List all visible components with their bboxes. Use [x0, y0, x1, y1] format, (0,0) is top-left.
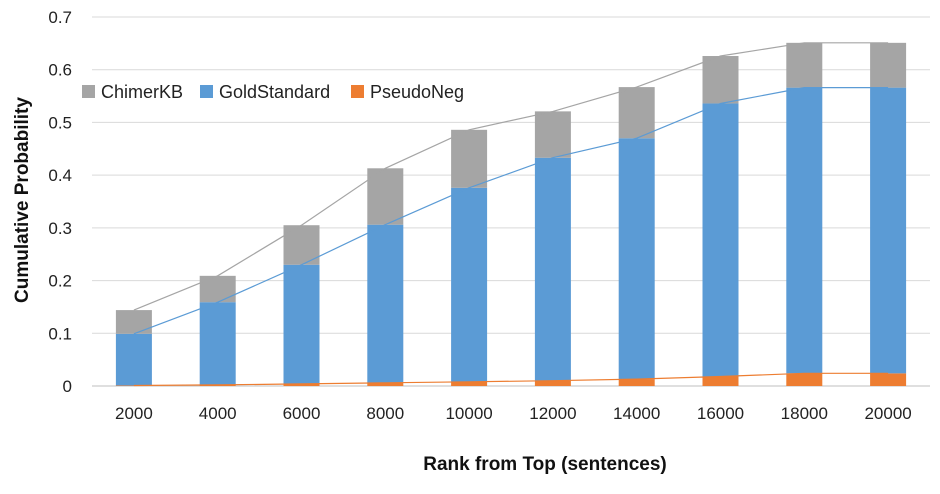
y-tick-label: 0.3: [48, 219, 72, 238]
bar-chimerkb-2000: [115, 310, 152, 334]
bar-pseudoneg-2000: [115, 385, 152, 386]
y-axis-title: Cumulative Probability: [12, 97, 33, 303]
legend-item-pseudoneg: PseudoNeg: [351, 82, 464, 102]
x-tick-label: 16000: [697, 404, 744, 423]
x-tick-label: 2000: [115, 404, 153, 423]
legend-label: PseudoNeg: [370, 82, 464, 102]
bar-pseudoneg-6000: [283, 383, 320, 386]
x-axis-ticks: 2000 4000 6000 8000 10000 12000 14000 16000 1800…: [115, 404, 912, 423]
bar-chimerkb-14000: [618, 87, 655, 139]
bar-chimerkb-18000: [786, 42, 823, 88]
bar-pseudoneg-18000: [786, 373, 823, 386]
y-tick-label: 0.5: [48, 113, 72, 132]
bar-pseudoneg-10000: [451, 381, 488, 386]
bar-pseudoneg-16000: [702, 376, 739, 386]
bar-chimerkb-10000: [451, 129, 488, 188]
bars: [115, 42, 907, 386]
legend-item-chimerkb: ChimerKB: [82, 82, 183, 102]
y-tick-label: 0.2: [48, 272, 72, 291]
bar-pseudoneg-12000: [534, 380, 571, 386]
y-tick-label: 0: [63, 377, 72, 396]
bar-chimerkb-16000: [702, 56, 739, 104]
bar-pseudoneg-14000: [618, 379, 655, 386]
bar-goldstandard-16000: [702, 103, 739, 377]
bar-goldstandard-12000: [534, 157, 571, 381]
y-axis-ticks: 0 0.1 0.2 0.3 0.4 0.5 0.6 0.7: [48, 8, 72, 396]
y-tick-label: 0.6: [48, 61, 72, 80]
line-chimerkb: [133, 42, 889, 311]
bar-goldstandard-10000: [451, 187, 488, 382]
y-tick-label: 0.4: [48, 166, 72, 185]
line-pseudoneg: [133, 372, 889, 387]
y-tick-label: 0.1: [48, 324, 72, 343]
bar-pseudoneg-20000: [870, 373, 907, 386]
bar-goldstandard-18000: [786, 87, 823, 374]
y-tick-label: 0.7: [48, 8, 72, 27]
x-tick-label: 12000: [529, 404, 576, 423]
bar-pseudoneg-8000: [367, 382, 404, 386]
bar-goldstandard-20000: [870, 87, 907, 374]
x-tick-label: 4000: [199, 404, 237, 423]
x-tick-label: 14000: [613, 404, 660, 423]
legend-swatch: [82, 85, 95, 98]
line-goldstandard: [133, 87, 889, 335]
trend-lines: [133, 42, 889, 387]
bar-goldstandard-6000: [283, 264, 320, 384]
x-tick-label: 6000: [283, 404, 321, 423]
bar-chimerkb-20000: [870, 42, 907, 88]
bar-goldstandard-14000: [618, 138, 655, 380]
x-tick-label: 8000: [366, 404, 404, 423]
legend-label: GoldStandard: [219, 82, 330, 102]
legend: ChimerKB GoldStandard PseudoNeg: [82, 82, 464, 102]
bar-chimerkb-8000: [367, 168, 404, 225]
legend-swatch: [351, 85, 364, 98]
bar-goldstandard-4000: [199, 302, 236, 385]
legend-swatch: [200, 85, 213, 98]
bar-chimerkb-4000: [199, 275, 236, 303]
bar-goldstandard-2000: [115, 333, 152, 386]
x-axis-title: Rank from Top (sentences): [423, 454, 667, 475]
x-tick-label: 20000: [864, 404, 911, 423]
x-tick-label: 18000: [781, 404, 828, 423]
legend-label: ChimerKB: [101, 82, 183, 102]
legend-item-goldstandard: GoldStandard: [200, 82, 330, 102]
x-tick-label: 10000: [445, 404, 492, 423]
bar-goldstandard-8000: [367, 224, 404, 383]
bar-chimerkb-12000: [534, 111, 571, 158]
